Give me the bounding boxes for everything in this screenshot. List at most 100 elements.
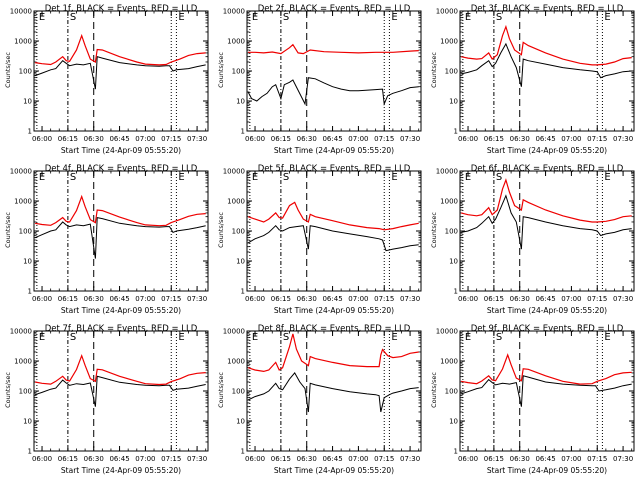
y-tick-label: 10 xyxy=(236,98,245,106)
x-tick-label: 07:00 xyxy=(561,135,581,143)
x-tick-label: 07:15 xyxy=(587,135,607,143)
events-series-line xyxy=(247,224,419,252)
time-marker-label: E xyxy=(252,332,258,343)
time-marker-label: S xyxy=(283,12,289,23)
panel-det-2f: Det 2f, BLACK = Events, RED = LLD Counts… xyxy=(217,4,422,155)
x-axis-label: Start Time (24-Apr-09 05:55:20) xyxy=(274,306,394,315)
y-tick-label: 1 xyxy=(241,448,245,456)
x-tick-label: 06:45 xyxy=(535,295,555,303)
x-tick-label: 06:45 xyxy=(535,455,555,463)
x-tick-label: 07:30 xyxy=(400,295,420,303)
panel-det-3f: Det 3f, BLACK = Events, RED = LLD Counts… xyxy=(430,4,635,155)
panel-title: Det 7f, BLACK = Events, RED = LLD xyxy=(45,324,198,334)
x-tick-label: 07:00 xyxy=(135,455,155,463)
panel-title: Det 6f, BLACK = Events, RED = LLD xyxy=(471,164,624,174)
x-tick-label: 06:00 xyxy=(32,455,52,463)
x-tick-label: 06:45 xyxy=(109,455,129,463)
y-axis-label: Counts/sec xyxy=(430,372,438,408)
x-tick-label: 06:30 xyxy=(510,295,530,303)
y-tick-label: 1000 xyxy=(227,38,245,46)
y-tick-label: 100 xyxy=(232,388,245,396)
y-tick-label: 100 xyxy=(19,388,32,396)
time-marker-label: S xyxy=(496,172,502,183)
x-tick-label: 07:15 xyxy=(161,135,181,143)
x-tick-label: 07:00 xyxy=(135,135,155,143)
events-series-line xyxy=(34,56,206,90)
x-tick-label: 06:00 xyxy=(245,295,265,303)
plot-frame xyxy=(33,10,209,132)
events-series-line xyxy=(34,216,206,259)
time-marker-label: S xyxy=(70,172,76,183)
time-marker-label: E xyxy=(252,12,258,23)
plot-area: 1 10 100 1000 10000 06:00 06:15 06:30 06:45 07:00… xyxy=(10,328,208,463)
lld-series-line xyxy=(34,353,206,386)
y-tick-label: 10 xyxy=(236,258,245,266)
time-marker-label: E xyxy=(178,12,184,23)
y-axis-label: Counts/sec xyxy=(4,372,12,408)
time-marker-label: E xyxy=(604,172,610,183)
y-tick-label: 100 xyxy=(445,228,458,236)
x-axis-label: Start Time (24-Apr-09 05:55:20) xyxy=(61,466,181,475)
x-tick-label: 07:00 xyxy=(135,295,155,303)
x-tick-label: 06:00 xyxy=(32,135,52,143)
y-tick-label: 10000 xyxy=(436,328,458,336)
y-axis-label: Counts/sec xyxy=(217,52,225,88)
x-axis-label: Start Time (24-Apr-09 05:55:20) xyxy=(61,146,181,155)
x-axis-label: Start Time (24-Apr-09 05:55:20) xyxy=(274,466,394,475)
y-tick-label: 1000 xyxy=(227,358,245,366)
x-tick-label: 07:15 xyxy=(374,135,394,143)
x-tick-label: 06:30 xyxy=(297,455,317,463)
x-tick-label: 06:00 xyxy=(32,295,52,303)
events-series-line xyxy=(460,42,632,87)
events-series-line xyxy=(460,375,632,407)
time-marker-label: S xyxy=(283,172,289,183)
x-tick-label: 06:45 xyxy=(322,295,342,303)
events-series-line xyxy=(247,77,419,106)
x-tick-label: 06:30 xyxy=(84,135,104,143)
time-marker-label: E xyxy=(178,332,184,343)
y-tick-label: 10 xyxy=(449,258,458,266)
y-tick-label: 10000 xyxy=(223,328,245,336)
y-tick-label: 1 xyxy=(454,128,458,136)
panel-det-6f: Det 6f, BLACK = Events, RED = LLD Counts… xyxy=(430,164,635,315)
panel-title: Det 8f, BLACK = Events, RED = LLD xyxy=(258,324,411,334)
y-tick-label: 1 xyxy=(454,288,458,296)
y-tick-label: 10000 xyxy=(10,168,32,176)
y-axis-label: Counts/sec xyxy=(4,52,12,88)
x-tick-label: 06:00 xyxy=(458,135,478,143)
y-tick-label: 10000 xyxy=(436,168,458,176)
y-tick-label: 1 xyxy=(454,448,458,456)
x-tick-label: 07:30 xyxy=(613,135,633,143)
panel-title: Det 3f, BLACK = Events, RED = LLD xyxy=(471,4,624,14)
x-tick-label: 06:30 xyxy=(510,135,530,143)
time-marker-label: E xyxy=(39,172,45,183)
x-tick-label: 06:45 xyxy=(322,135,342,143)
y-tick-label: 100 xyxy=(232,228,245,236)
y-tick-label: 100 xyxy=(19,228,32,236)
x-tick-label: 06:30 xyxy=(297,135,317,143)
time-marker-label: S xyxy=(70,332,76,343)
x-tick-label: 06:15 xyxy=(484,135,504,143)
y-tick-label: 10000 xyxy=(436,8,458,16)
y-tick-label: 1000 xyxy=(14,38,32,46)
panel-det-5f: Det 5f, BLACK = Events, RED = LLD Counts… xyxy=(217,164,422,315)
y-tick-label: 1000 xyxy=(440,358,458,366)
panel-title: Det 5f, BLACK = Events, RED = LLD xyxy=(258,164,411,174)
panel-det-4f: Det 4f, BLACK = Events, RED = LLD Counts… xyxy=(4,164,209,315)
time-marker-label: E xyxy=(39,12,45,23)
y-tick-label: 10000 xyxy=(223,168,245,176)
x-tick-label: 07:00 xyxy=(561,295,581,303)
time-marker-label: E xyxy=(391,332,397,343)
x-tick-label: 06:30 xyxy=(84,295,104,303)
plot-frame xyxy=(459,10,635,132)
y-tick-label: 100 xyxy=(232,68,245,76)
y-tick-label: 10 xyxy=(449,418,458,426)
x-tick-label: 06:30 xyxy=(84,455,104,463)
time-marker-label: S xyxy=(70,12,76,23)
y-tick-label: 100 xyxy=(445,68,458,76)
time-marker-label: E xyxy=(391,12,397,23)
time-marker-label: E xyxy=(465,12,471,23)
x-tick-label: 07:15 xyxy=(161,295,181,303)
time-marker-label: S xyxy=(496,332,502,343)
